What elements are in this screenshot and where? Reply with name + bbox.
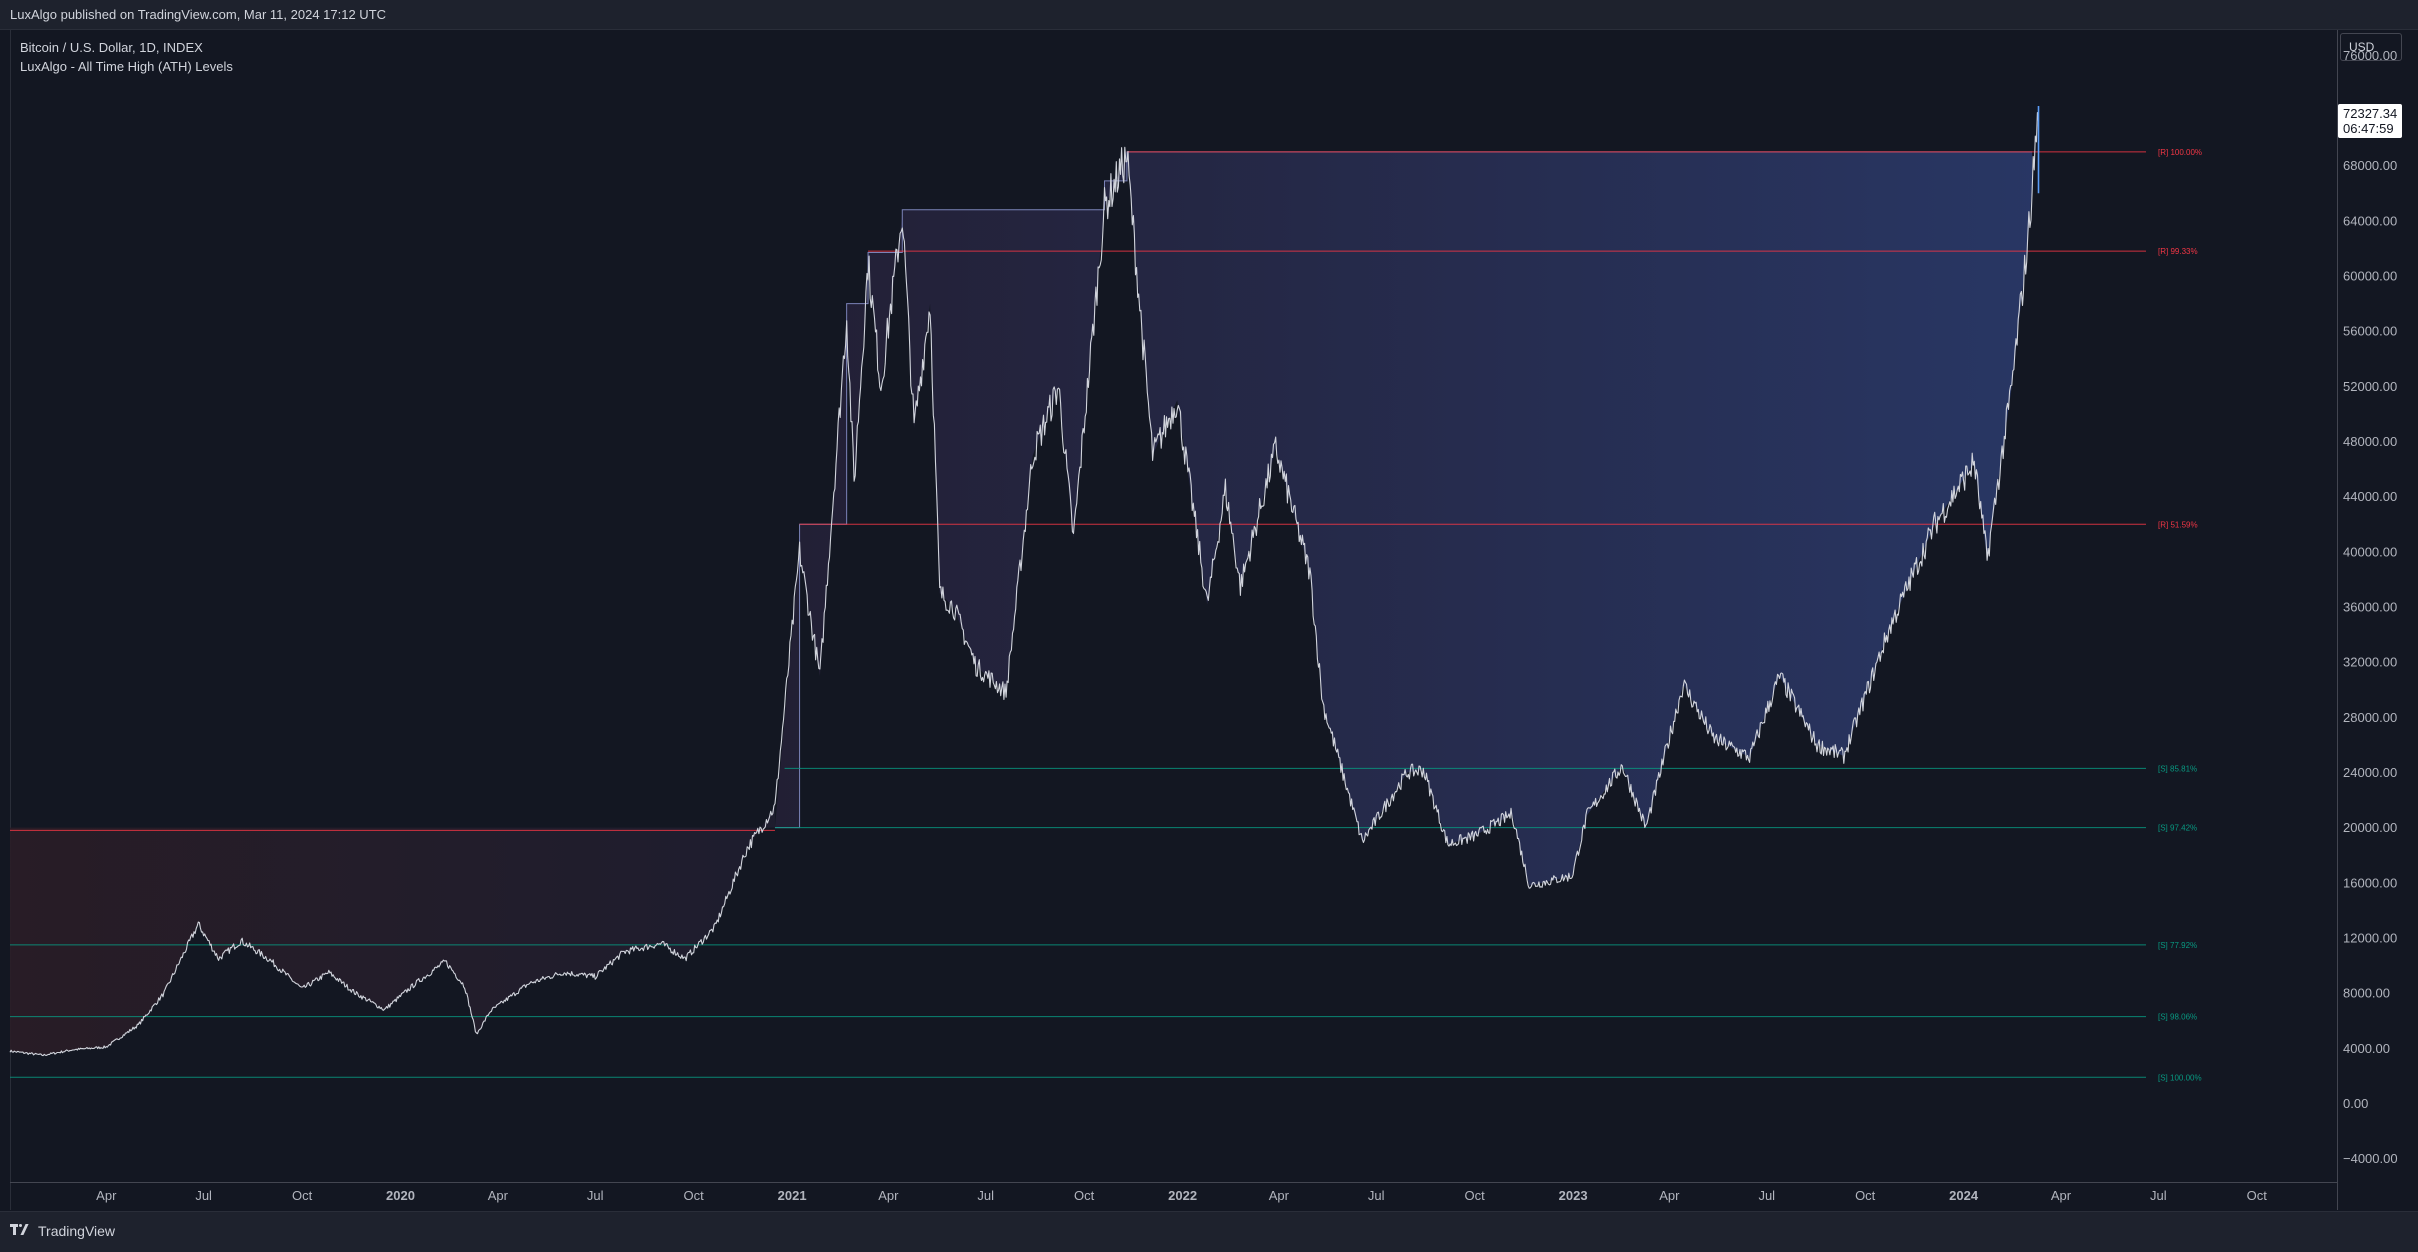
chart-legend: Bitcoin / U.S. Dollar, 1D, INDEX LuxAlgo… (20, 38, 233, 76)
price-tick-19: 0.00 (2343, 1096, 2368, 1111)
currency-label: USD (2349, 40, 2375, 54)
price-tick-6: 52000.00 (2343, 379, 2397, 394)
time-tick-10: Oct (1074, 1188, 1095, 1203)
time-tick-19: 2024 (1949, 1188, 1979, 1203)
ath-level-label-1: [R] 99.33% (2158, 247, 2198, 256)
ath-level-label-5: [S] 97.42% (2158, 824, 2197, 833)
last-price-box (2338, 103, 2402, 138)
price-tick-5: 56000.00 (2343, 324, 2397, 339)
time-tick-21: Jul (2150, 1188, 2167, 1203)
price-line (9, 112, 2040, 1057)
ath-level-label-6: [S] 77.92% (2158, 941, 2197, 950)
ath-level-label-0: [R] 100.00% (2158, 148, 2202, 157)
price-tick-0: 76000.00 (2343, 48, 2397, 63)
time-tick-16: Apr (1659, 1188, 1680, 1203)
time-tick-14: Oct (1465, 1188, 1486, 1203)
ath-shade (774, 151, 2033, 886)
time-tick-8: Apr (878, 1188, 899, 1203)
price-tick-10: 36000.00 (2343, 600, 2397, 615)
time-tick-13: Jul (1368, 1188, 1385, 1203)
time-tick-7: 2021 (778, 1188, 807, 1203)
time-tick-4: Apr (488, 1188, 509, 1203)
price-tick-20: −4000.00 (2343, 1151, 2398, 1166)
time-tick-9: Jul (977, 1188, 994, 1203)
time-tick-3: 2020 (386, 1188, 415, 1203)
ath-level-label-4: [S] 85.81% (2158, 764, 2197, 773)
time-tick-22: Oct (2247, 1188, 2268, 1203)
ath-level-label-7: [S] 98.06% (2158, 1013, 2197, 1022)
last-price-label: 72327.34 (2343, 106, 2397, 121)
currency-button[interactable]: USD (2340, 33, 2402, 61)
price-tick-11: 32000.00 (2343, 655, 2397, 670)
published-text: LuxAlgo published on TradingView.com, Ma… (10, 7, 387, 22)
ath-level-label-8: [S] 100.00% (2158, 1073, 2202, 1082)
pre-ath-shade (10, 806, 775, 1056)
price-tick-15: 16000.00 (2343, 875, 2397, 890)
time-tick-1: Jul (195, 1188, 212, 1203)
price-tick-4: 60000.00 (2343, 269, 2397, 284)
time-tick-6: Oct (684, 1188, 705, 1203)
price-tick-17: 8000.00 (2343, 986, 2390, 1001)
time-tick-2: Oct (292, 1188, 313, 1203)
time-tick-0: Apr (96, 1188, 117, 1203)
time-tick-18: Oct (1855, 1188, 1876, 1203)
price-tick-8: 44000.00 (2343, 489, 2397, 504)
price-tick-2: 68000.00 (2343, 158, 2397, 173)
price-scale[interactable] (2337, 30, 2418, 1210)
tradingview-brand[interactable]: TradingView (10, 1221, 115, 1241)
brand-label: TradingView (38, 1223, 116, 1239)
time-tick-5: Jul (587, 1188, 604, 1203)
time-tick-20: Apr (2051, 1188, 2072, 1203)
price-tick-13: 24000.00 (2343, 765, 2397, 780)
symbol-title[interactable]: Bitcoin / U.S. Dollar, 1D, INDEX (20, 40, 203, 55)
price-tick-18: 4000.00 (2343, 1041, 2390, 1056)
indicator-title[interactable]: LuxAlgo - All Time High (ATH) Levels (20, 59, 233, 74)
price-tick-14: 20000.00 (2343, 820, 2397, 835)
price-chart[interactable]: [R] 100.00% [R] 99.33% [R] 51.59% [S] 85.81… (0, 0, 2418, 1211)
price-tick-9: 40000.00 (2343, 544, 2397, 559)
countdown-label: 06:47:59 (2343, 121, 2394, 136)
time-tick-15: 2023 (1559, 1188, 1588, 1203)
published-header: LuxAlgo published on TradingView.com, Ma… (0, 0, 2418, 30)
time-tick-11: 2022 (1168, 1188, 1197, 1203)
time-tick-17: Jul (1758, 1188, 1775, 1203)
price-series (9, 105, 2040, 1057)
ath-level-label-2: [R] 51.59% (2158, 520, 2198, 529)
tradingview-logo-icon (10, 1224, 32, 1238)
footer-bar (0, 1211, 2418, 1252)
price-tick-12: 28000.00 (2343, 710, 2397, 725)
time-tick-12: Apr (1269, 1188, 1290, 1203)
price-tick-7: 48000.00 (2343, 434, 2397, 449)
chart-pane[interactable] (10, 30, 2338, 1210)
price-tick-3: 64000.00 (2343, 213, 2397, 228)
price-tick-16: 12000.00 (2343, 931, 2397, 946)
